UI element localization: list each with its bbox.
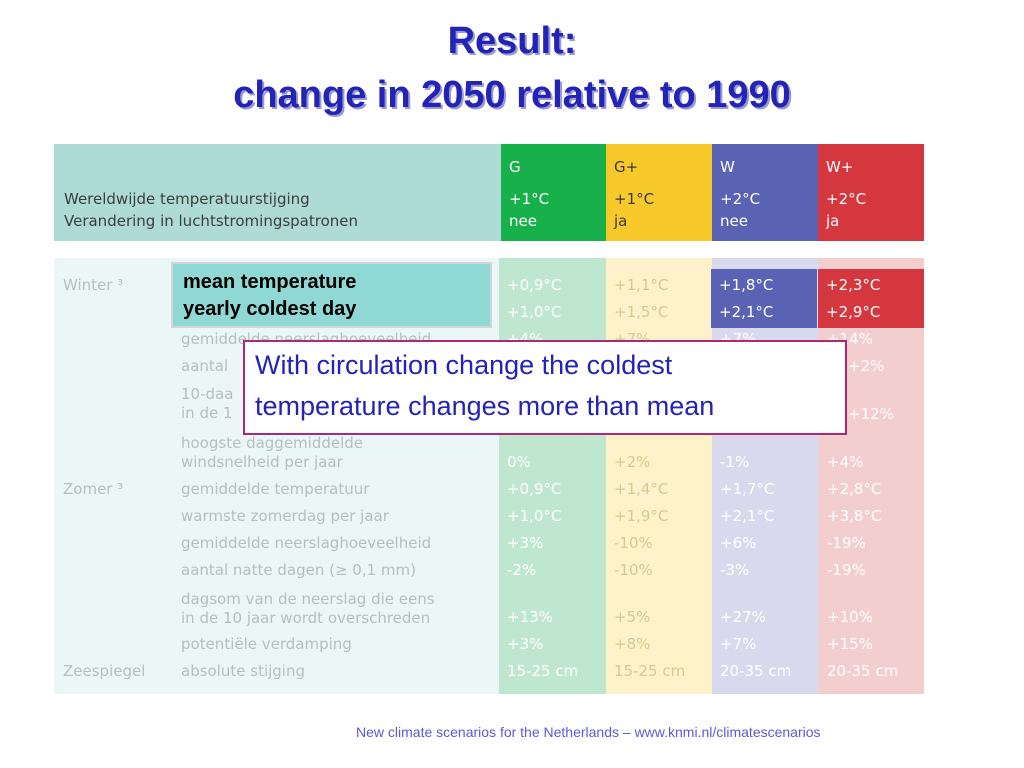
scenario-temp: +2°C bbox=[826, 190, 867, 208]
table-body-column-w bbox=[712, 258, 818, 694]
row-label: warmste zomerdag per jaar bbox=[181, 507, 389, 525]
scenario-circulation: ja bbox=[614, 212, 628, 230]
cell-value: -10% bbox=[614, 534, 653, 552]
row-label: aantal natte dagen (≥ 0,1 mm) bbox=[181, 561, 416, 579]
cell-value: 0% bbox=[507, 453, 531, 471]
slide-title-line1: Result: bbox=[447, 20, 577, 62]
row-label: gemiddelde temperatuur bbox=[181, 480, 370, 498]
cell-value: +2,9°C bbox=[826, 303, 881, 321]
scenario-temp: +2°C bbox=[720, 190, 761, 208]
scenario-temp: +1°C bbox=[509, 190, 550, 208]
scenario-header-w: W +2°C nee bbox=[712, 144, 818, 241]
cell-value: +1,8°C bbox=[719, 276, 774, 294]
cell-value: 20-35 cm bbox=[827, 662, 899, 680]
row-label: dagsom van de neerslag die eens bbox=[181, 590, 435, 608]
callout-line: yearly coldest day bbox=[183, 298, 357, 320]
scenario-temp: +1°C bbox=[614, 190, 655, 208]
cell-value: +3,8°C bbox=[827, 507, 882, 525]
cell-value: +1,0°C bbox=[507, 303, 562, 321]
cell-value: +2% bbox=[848, 357, 885, 375]
scenario-circulation: ja bbox=[826, 212, 840, 230]
scenario-name: W bbox=[720, 158, 735, 176]
scenario-header-g: G +1°C nee bbox=[501, 144, 606, 241]
row-label: windsnelheid per jaar bbox=[181, 453, 343, 471]
table-body-column-g bbox=[499, 258, 606, 694]
highlight-cell-w-plus: +2,3°C +2,9°C bbox=[818, 269, 924, 328]
cell-value: +27% bbox=[720, 608, 766, 626]
slide-title-line2: change in 2050 relative to 1990 bbox=[233, 74, 791, 116]
cell-value: -10% bbox=[614, 561, 653, 579]
cell-value: +3% bbox=[507, 534, 544, 552]
table-body-column-w-plus bbox=[818, 258, 924, 694]
footer-source: New climate scenarios for the Netherland… bbox=[356, 724, 821, 740]
cell-value: +3% bbox=[507, 635, 544, 653]
cell-value: +1,0°C bbox=[507, 507, 562, 525]
scenario-header-w-plus: W+ +2°C ja bbox=[818, 144, 924, 241]
cell-value: +1,4°C bbox=[614, 480, 669, 498]
row-label: 10-daa bbox=[181, 385, 234, 403]
cell-value: +8% bbox=[614, 635, 651, 653]
cell-value: +2,8°C bbox=[827, 480, 882, 498]
cell-value: -19% bbox=[827, 534, 866, 552]
table-header-left: Wereldwijde temperatuurstijging Verander… bbox=[54, 144, 501, 241]
row-label: aantal bbox=[181, 357, 229, 375]
cell-value: -2% bbox=[507, 561, 537, 579]
cell-value: +2,1°C bbox=[719, 303, 774, 321]
cell-value: +7% bbox=[720, 635, 757, 653]
section-label-winter: Winter ³ bbox=[63, 276, 124, 294]
cell-value: +10% bbox=[827, 608, 873, 626]
cell-value: +2,1°C bbox=[720, 507, 775, 525]
cell-value: +4% bbox=[827, 453, 864, 471]
scenario-circulation: nee bbox=[509, 212, 537, 230]
cell-value: +6% bbox=[720, 534, 757, 552]
scenario-header-g-plus: G+ +1°C ja bbox=[606, 144, 712, 241]
section-label-zomer: Zomer ³ bbox=[63, 480, 124, 498]
callout-circulation-change: With circulation change the coldest temp… bbox=[243, 340, 847, 435]
cell-value: +0,9°C bbox=[507, 276, 562, 294]
scenario-name: W+ bbox=[826, 158, 854, 176]
cell-value: +1,5°C bbox=[614, 303, 669, 321]
callout-line: temperature changes more than mean bbox=[255, 391, 715, 421]
cell-value: +1,7°C bbox=[720, 480, 775, 498]
row-label: gemiddelde neerslaghoeveelheid bbox=[181, 534, 432, 552]
cell-value: +13% bbox=[507, 608, 553, 626]
highlight-cell-w: +1,8°C +2,1°C bbox=[711, 269, 817, 328]
cell-value: +5% bbox=[614, 608, 651, 626]
cell-value: -19% bbox=[827, 561, 866, 579]
cell-value: +12% bbox=[848, 405, 894, 423]
row-label: in de 10 jaar wordt overschreden bbox=[181, 609, 431, 627]
cell-value: +1,9°C bbox=[614, 507, 669, 525]
table-body-left bbox=[54, 258, 501, 694]
callout-mean-temperature: mean temperature yearly coldest day bbox=[171, 262, 492, 328]
row-label: absolute stijging bbox=[181, 662, 306, 680]
header-label-circulation: Verandering in luchtstromingspatronen bbox=[64, 212, 359, 230]
row-label: in de 1 bbox=[181, 404, 233, 422]
cell-value: +2,3°C bbox=[826, 276, 881, 294]
cell-value: 15-25 cm bbox=[614, 662, 686, 680]
cell-value: 20-35 cm bbox=[720, 662, 792, 680]
cell-value: +15% bbox=[827, 635, 873, 653]
scenario-name: G+ bbox=[614, 158, 639, 176]
callout-line: With circulation change the coldest bbox=[255, 350, 673, 380]
header-label-temperature: Wereldwijde temperatuurstijging bbox=[64, 190, 310, 208]
scenario-circulation: nee bbox=[720, 212, 748, 230]
row-label: potentiële verdamping bbox=[181, 635, 352, 653]
callout-line: mean temperature bbox=[183, 271, 357, 293]
row-label: hoogste daggemiddelde bbox=[181, 434, 364, 452]
cell-value: -1% bbox=[720, 453, 750, 471]
scenario-name: G bbox=[509, 158, 521, 176]
cell-value: +0,9°C bbox=[507, 480, 562, 498]
cell-value: 15-25 cm bbox=[507, 662, 579, 680]
cell-value: +2% bbox=[614, 453, 651, 471]
cell-value: +1,1°C bbox=[614, 276, 669, 294]
section-label-zeespiegel: Zeespiegel bbox=[63, 662, 146, 680]
cell-value: -3% bbox=[720, 561, 750, 579]
table-body-column-g-plus bbox=[606, 258, 712, 694]
